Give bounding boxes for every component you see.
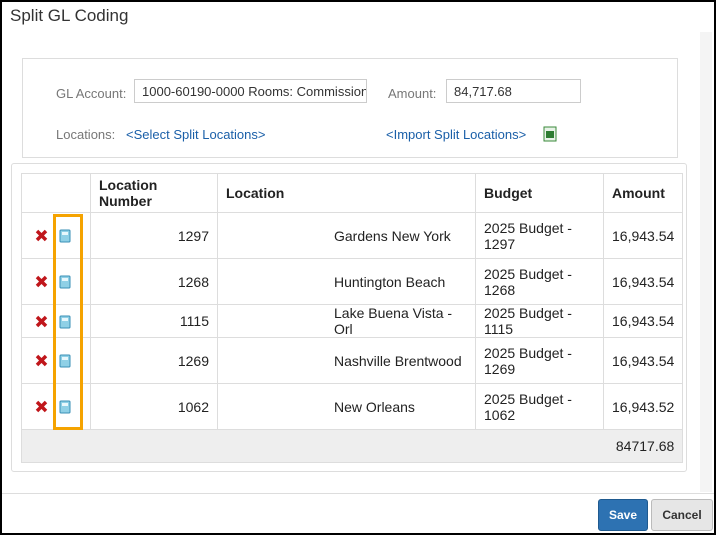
location-number: 1297 (90, 212, 218, 259)
budget: 2025 Budget - 1062 (475, 383, 604, 430)
delete-icon[interactable] (35, 354, 48, 367)
calculator-icon[interactable] (59, 400, 71, 414)
amount: 16,943.54 (602, 304, 684, 338)
table-row: 1269 Nashville Brentwood 2025 Budget - 126… (21, 337, 684, 384)
amount-input[interactable]: 84,717.68 (446, 79, 581, 103)
row-actions (35, 354, 71, 368)
location-number: 1062 (90, 383, 218, 430)
table-row: 1268 Huntington Beach 2025 Budget - 1268 16… (21, 258, 684, 305)
total-spacer (21, 429, 604, 463)
amount: 16,943.54 (602, 337, 684, 384)
row-actions (35, 229, 71, 243)
calculator-icon[interactable] (59, 229, 71, 243)
table-panel (11, 163, 687, 472)
location: New Orleans (217, 383, 476, 430)
location: Lake Buena Vista - Orl (217, 304, 476, 338)
actions-cell (21, 337, 91, 384)
budget: 2025 Budget - 1297 (475, 212, 604, 259)
actions-cell (21, 383, 91, 430)
locations-label: Locations: (56, 127, 116, 142)
gl-account-label: GL Account: (56, 86, 127, 101)
table-row: 1297 Gardens New York 2025 Budget - 1297 16… (21, 212, 684, 259)
form-panel: GL Account: 1000-60190-0000 Rooms: Commi… (22, 58, 678, 158)
amount: 16,943.54 (602, 258, 684, 305)
row-actions (35, 275, 71, 289)
delete-icon[interactable] (35, 315, 48, 327)
budget: 2025 Budget - 1115 (475, 304, 604, 338)
gl-account-input[interactable]: 1000-60190-0000 Rooms: Commission (134, 79, 367, 103)
delete-icon[interactable] (35, 400, 48, 413)
budget: 2025 Budget - 1268 (475, 258, 604, 305)
cancel-button[interactable]: Cancel (651, 499, 713, 531)
excel-icon[interactable] (543, 126, 557, 142)
dialog-title: Split GL Coding (10, 6, 129, 25)
delete-icon[interactable] (35, 229, 48, 242)
split-table: Location Number Location Budget Amount 1297 G… (21, 173, 684, 463)
divider (2, 493, 714, 494)
table-row: 1115 Lake Buena Vista - Orl 2025 Budget - … (21, 304, 684, 338)
calculator-icon[interactable] (59, 354, 71, 368)
save-button[interactable]: Save (598, 499, 648, 531)
amount: 16,943.54 (602, 212, 684, 259)
location: Gardens New York (217, 212, 476, 259)
header-cell: Amount (602, 173, 684, 213)
location: Huntington Beach (217, 258, 476, 305)
total-row: 84717.68 (21, 429, 684, 463)
table-row: 1062 New Orleans 2025 Budget - 1062 16,943.… (21, 383, 684, 430)
total-amount: 84717.68 (603, 429, 684, 463)
header-cell: Budget (475, 173, 604, 213)
header-cell: Location (217, 173, 476, 213)
select-locations-link[interactable]: <Select Split Locations> (126, 127, 266, 142)
amount: 16,943.52 (602, 383, 684, 430)
scrollbar[interactable] (700, 32, 712, 492)
location: Nashville Brentwood (217, 337, 476, 384)
budget: 2025 Budget - 1269 (475, 337, 604, 384)
delete-icon[interactable] (35, 275, 48, 288)
amount-label: Amount: (388, 86, 437, 101)
header-cell (21, 173, 91, 213)
highlight-box (53, 214, 83, 430)
actions-cell (21, 304, 91, 338)
row-actions (35, 315, 71, 329)
calculator-icon[interactable] (59, 275, 71, 289)
header-cell: Location Number (90, 173, 218, 213)
header-row: Location Number Location Budget Amount (21, 173, 684, 213)
location-number: 1268 (90, 258, 218, 305)
location-number: 1115 (90, 304, 218, 338)
import-locations-link[interactable]: <Import Split Locations> (386, 127, 527, 142)
calculator-icon[interactable] (59, 315, 71, 329)
row-actions (35, 400, 71, 414)
actions-cell (21, 258, 91, 305)
location-number: 1269 (90, 337, 218, 384)
